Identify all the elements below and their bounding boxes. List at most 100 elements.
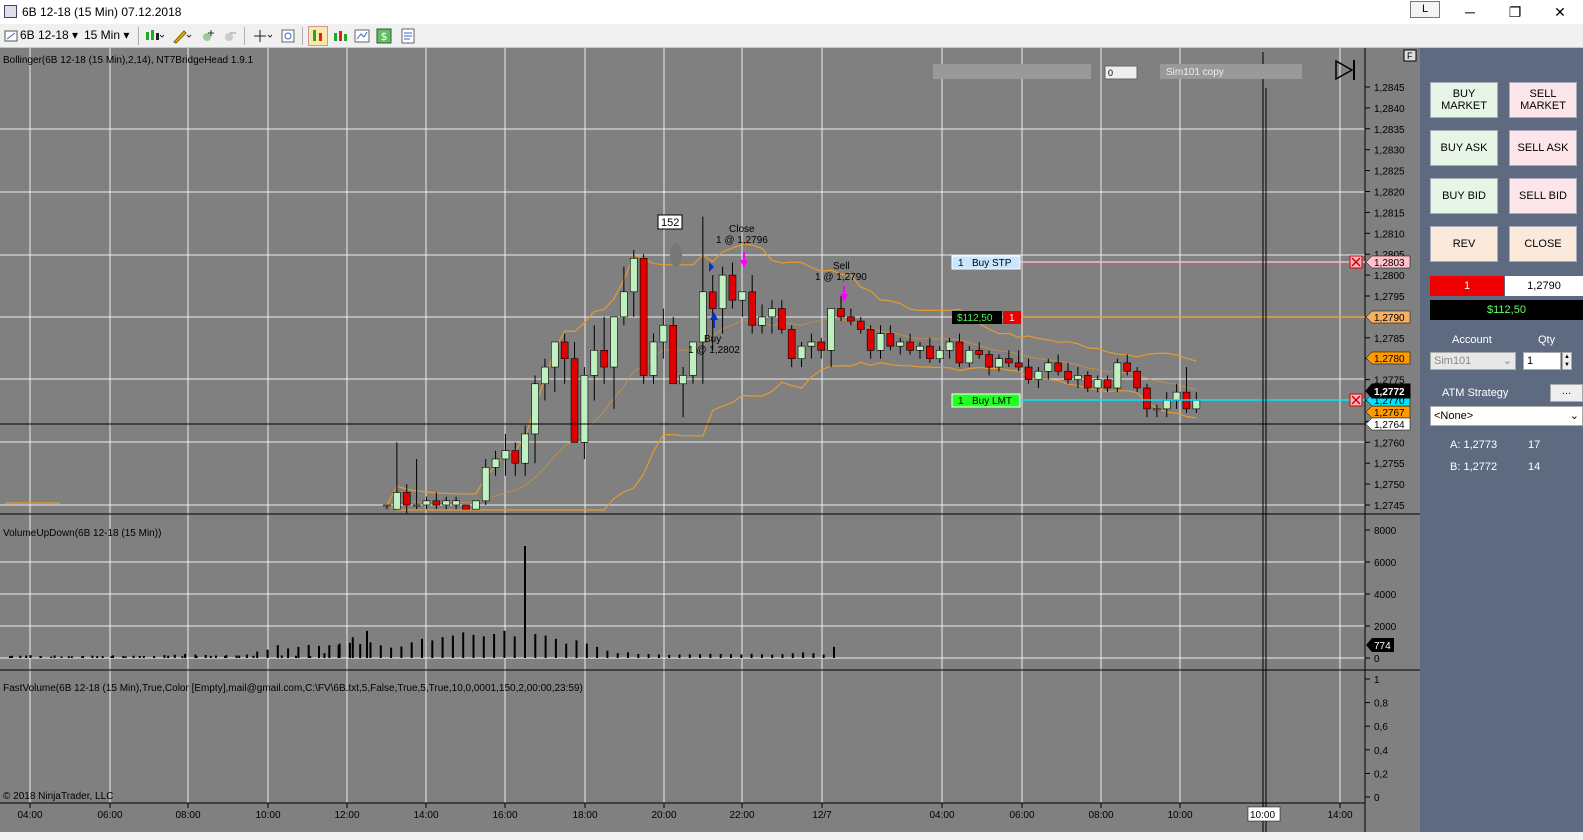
candle xyxy=(906,333,914,355)
reverse-button[interactable]: REV xyxy=(1430,226,1498,262)
dollar-icon[interactable]: $ xyxy=(376,28,392,44)
candle xyxy=(1093,375,1102,393)
bar-type-icon[interactable] xyxy=(144,28,164,44)
candle xyxy=(481,459,490,505)
properties-icon[interactable] xyxy=(400,28,416,44)
close-position-button[interactable]: CLOSE xyxy=(1509,226,1577,262)
remove-drawing-icon[interactable] xyxy=(222,28,238,44)
close-window-button[interactable]: ✕ xyxy=(1554,4,1566,20)
crosshair-plus-icon[interactable] xyxy=(200,28,216,44)
price-tag-cross: 1,2764 xyxy=(1365,417,1411,431)
crosshair-icon[interactable] xyxy=(252,28,274,44)
account-select[interactable]: Sim101 ⌄ xyxy=(1430,352,1516,370)
candle xyxy=(1133,367,1141,393)
strategies-icon[interactable] xyxy=(354,28,370,44)
time-tick-label: 04:00 xyxy=(17,810,42,821)
buy-bid-button[interactable]: BUY BID xyxy=(1430,178,1498,214)
zoom-icon[interactable] xyxy=(280,28,296,44)
candle xyxy=(393,442,401,510)
play-icon[interactable] xyxy=(1335,59,1355,81)
close-arrow-icon xyxy=(740,252,748,268)
interval-selector[interactable]: 15 Min ▾ xyxy=(84,28,130,42)
candle xyxy=(985,350,993,376)
buy-stop-order[interactable] xyxy=(951,255,1021,270)
atm-strategy-label: ATM Strategy xyxy=(1442,387,1509,399)
toolbar-separator xyxy=(302,27,303,45)
cancel-limit-icon xyxy=(1351,395,1361,405)
candle xyxy=(955,333,964,368)
candle xyxy=(1064,362,1072,384)
price-tag-cyan-text: 1,2770 xyxy=(1374,396,1405,407)
sell-execution-name: Sell xyxy=(833,261,850,272)
layout-button[interactable]: L xyxy=(1410,1,1440,18)
qty-input[interactable]: 1 xyxy=(1523,352,1561,370)
candle xyxy=(383,504,391,510)
bid-size-label: 14 xyxy=(1528,461,1541,473)
bid-price-label: B: 1,2772 xyxy=(1450,461,1498,473)
price-tag-stop-text: 1,2803 xyxy=(1374,258,1405,269)
indicators-icon[interactable] xyxy=(332,28,348,44)
candle xyxy=(718,266,727,334)
atm-strategy-options-button[interactable]: … xyxy=(1550,384,1583,402)
entry-marker-icon xyxy=(709,262,714,272)
price-panel-label: Bollinger(6B 12-18 (15 Min),2,14), NT7Br… xyxy=(3,55,254,66)
position-qty-label: 1 xyxy=(1009,313,1015,324)
volume-tag-last: 774 xyxy=(1366,638,1394,652)
candle xyxy=(965,346,974,368)
buy-limit-order[interactable] xyxy=(951,393,1021,408)
candle xyxy=(629,250,638,317)
toolbar-separator xyxy=(138,27,139,45)
cancel-stop-icon xyxy=(1351,257,1361,267)
sell-market-button[interactable]: SELL MARKET xyxy=(1509,82,1577,118)
candle xyxy=(1123,354,1132,376)
position-qty-box[interactable] xyxy=(1003,311,1021,324)
buy-bid-label: BUY BID xyxy=(1442,190,1486,202)
candle xyxy=(1074,367,1082,388)
buy-ask-button[interactable]: BUY ASK xyxy=(1430,130,1498,166)
f-box[interactable] xyxy=(1403,49,1417,62)
candle xyxy=(995,354,1003,372)
candle xyxy=(866,325,875,359)
chart-area[interactable]: Bollinger(6B 12-18 (15 Min),2,14), NT7Br… xyxy=(0,48,1420,832)
candle xyxy=(1103,375,1112,393)
maximize-button[interactable]: ❐ xyxy=(1508,4,1522,20)
atm-strategy-select[interactable]: <None> ⌄ xyxy=(1430,406,1583,426)
position-qty-display: 1 xyxy=(1430,276,1504,296)
minimize-button[interactable]: ─ xyxy=(1465,4,1475,20)
time-axis: 04:00 06:00 08:00 10:00 12:00 14:00 16:00 18:00… xyxy=(17,803,1353,821)
price-tick-label: 1,2845 xyxy=(1374,83,1405,94)
chart-style-icon[interactable] xyxy=(3,28,19,44)
buy-market-button[interactable]: BUY MARKET xyxy=(1430,82,1498,118)
candle xyxy=(472,500,480,510)
fastvolume-tick-label: 0,4 xyxy=(1374,746,1388,757)
candle xyxy=(926,337,934,363)
drawing-tool-icon[interactable] xyxy=(172,28,192,44)
sell-bid-label: SELL BID xyxy=(1519,190,1567,202)
status-strip xyxy=(0,832,1583,840)
price-tag-last: 1,2772 xyxy=(1365,383,1411,399)
candle xyxy=(610,316,618,409)
time-tick-label: 08:00 xyxy=(175,810,200,821)
price-tick-label: 1,2755 xyxy=(1374,459,1405,470)
reverse-label: REV xyxy=(1452,238,1476,250)
sell-bid-button[interactable]: SELL BID xyxy=(1509,178,1577,214)
chart-canvas[interactable]: Bollinger(6B 12-18 (15 Min),2,14), NT7Br… xyxy=(0,48,1420,832)
position-pnl-box[interactable] xyxy=(952,311,1002,324)
position-price-display: 1,2790 xyxy=(1505,276,1583,296)
svg-text:$: $ xyxy=(381,30,388,43)
bar-count-label: 152 xyxy=(661,217,679,229)
instrument-selector[interactable]: 6B 12-18 ▾ xyxy=(20,28,79,42)
qty-spinner[interactable]: ▲ ▼ xyxy=(1562,352,1572,370)
time-tick-label: 18:00 xyxy=(572,810,597,821)
qty-box[interactable] xyxy=(1104,65,1138,80)
candle xyxy=(886,325,895,351)
sell-ask-button[interactable]: SELL ASK xyxy=(1509,130,1577,166)
buy-stop-label: Buy STP xyxy=(972,258,1012,269)
time-tick-label: 08:00 xyxy=(1088,810,1113,821)
candle xyxy=(1024,358,1033,384)
chart-trader-icon[interactable] xyxy=(308,26,328,46)
candle xyxy=(787,325,796,368)
candle xyxy=(738,291,747,317)
fastvolume-tick-label: 1 xyxy=(1374,675,1380,686)
fastvolume-tick-label: 0,8 xyxy=(1374,699,1388,710)
